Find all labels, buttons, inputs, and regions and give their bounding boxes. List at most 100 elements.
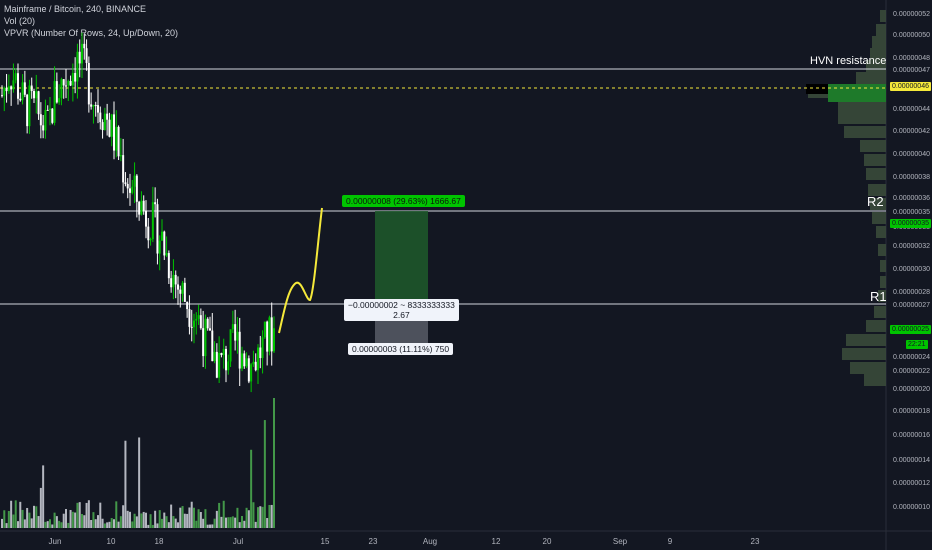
volume-bar xyxy=(209,524,211,528)
volume-bar xyxy=(131,521,134,528)
candle-body xyxy=(222,348,225,356)
price-tick-label: 0.00000036 xyxy=(893,195,930,202)
price-tick-label: 0.00000052 xyxy=(893,11,930,18)
volume-bar xyxy=(238,522,241,528)
candle-body xyxy=(26,94,29,127)
vpvr-poc-row xyxy=(828,84,886,102)
r2-target-tag: 0.00000035 xyxy=(890,219,931,228)
candle-body xyxy=(1,95,3,97)
volume-bar xyxy=(174,518,177,528)
volume-bar xyxy=(215,510,218,528)
candle-body xyxy=(99,112,102,123)
vpvr-row xyxy=(838,112,886,124)
candle-body xyxy=(163,231,166,256)
vpvr-row xyxy=(868,184,886,196)
candle-body xyxy=(7,86,10,92)
candle-body xyxy=(170,278,173,288)
vpvr-row xyxy=(872,212,886,224)
price-tick-label: 0.00000042 xyxy=(893,128,930,135)
vpvr-row xyxy=(838,100,886,112)
candle-body xyxy=(44,109,47,131)
r2-label[interactable]: R2 xyxy=(867,194,884,209)
candle-body xyxy=(238,331,241,369)
volume-bar xyxy=(190,501,193,528)
candle-body xyxy=(12,80,15,90)
volume-bar xyxy=(257,507,259,528)
volume-bar xyxy=(204,509,207,528)
volume-bar xyxy=(270,504,273,528)
candle-body xyxy=(202,328,205,357)
price-tick-label: 0.00000018 xyxy=(893,408,930,415)
volume-bar xyxy=(90,519,93,528)
candle-body xyxy=(225,348,227,371)
candle-body xyxy=(69,80,72,86)
volume-legend[interactable]: Vol (20) xyxy=(4,16,36,26)
candle-body xyxy=(227,361,230,371)
volume-bar xyxy=(119,516,122,528)
volume-bar xyxy=(145,512,147,528)
price-tick-label: 0.00000028 xyxy=(893,289,930,296)
candle-body xyxy=(103,113,106,131)
volume-bar xyxy=(133,513,136,528)
price-tick-label: 0.00000040 xyxy=(893,151,930,158)
candle-body xyxy=(183,282,186,302)
profit-target-box[interactable]: 0.00000008 (29.63%) 1666.67 xyxy=(342,195,465,207)
profit-zone[interactable] xyxy=(375,211,428,304)
r1-label[interactable]: R1 xyxy=(870,289,887,304)
candle-body xyxy=(85,48,88,63)
volume-bar xyxy=(12,514,15,528)
symbol-legend[interactable]: Mainframe / Bitcoin, 240, BINANCE xyxy=(4,4,147,14)
volume-bar xyxy=(10,500,13,528)
vpvr-row xyxy=(856,72,886,84)
volume-bar xyxy=(14,500,17,528)
countdown-tag: 22:21 xyxy=(906,340,928,349)
vpvr-legend[interactable]: VPVR (Number Of Rows, 24, Up/Down, 20) xyxy=(4,28,179,38)
candle-body xyxy=(78,51,81,64)
candle-body xyxy=(124,182,127,184)
candle-body xyxy=(58,98,61,103)
candle-body xyxy=(62,79,65,86)
price-tick-label: 0.00000010 xyxy=(893,504,930,511)
stop-loss-box[interactable]: 0.00000003 (11.11%) 750 xyxy=(348,343,454,355)
volume-bar xyxy=(17,521,19,528)
volume-bar xyxy=(67,522,70,528)
candle-body xyxy=(147,226,150,241)
volume-bar xyxy=(154,510,157,528)
volume-bar xyxy=(211,524,214,528)
price-tick-label: 0.00000048 xyxy=(893,55,930,62)
volume-bar xyxy=(177,522,179,528)
candle-body xyxy=(211,330,214,362)
risk-reward-box[interactable]: −0.00000002 ~ 8333333333 2.67 xyxy=(344,299,459,321)
candle-body xyxy=(186,301,189,310)
volume-bar xyxy=(117,521,120,528)
volume-bar xyxy=(245,507,248,528)
candle-body xyxy=(117,126,120,157)
projection-path[interactable] xyxy=(278,207,323,334)
candle-body xyxy=(60,79,63,99)
candle-body xyxy=(250,364,253,382)
volume-bar xyxy=(108,521,111,528)
candle-body xyxy=(33,91,35,99)
candle-body xyxy=(229,329,232,362)
volume-bar xyxy=(101,518,104,528)
hvn-resistance-label[interactable]: HVN resistance xyxy=(810,55,887,67)
vpvr-row xyxy=(876,226,886,238)
candle-body xyxy=(263,321,266,338)
time-axis[interactable]: Jun 10 18 Jul 15 23 Aug 12 20 Sep 9 23 xyxy=(49,537,760,546)
volume-bar xyxy=(227,517,230,528)
volume-bar xyxy=(165,516,168,528)
volume-bar xyxy=(254,521,257,528)
vpvr-row xyxy=(880,260,886,272)
candle-body xyxy=(273,328,275,352)
volume-bar xyxy=(188,507,191,528)
vpvr-row xyxy=(866,320,886,332)
volume-bar xyxy=(129,511,131,528)
time-tick-label: 18 xyxy=(155,537,164,546)
candle-body xyxy=(71,73,74,86)
candle-body xyxy=(17,73,19,99)
vpvr-row xyxy=(850,362,886,374)
volume-bar xyxy=(33,505,35,528)
volume-bar xyxy=(195,520,198,528)
candle-body xyxy=(97,105,99,113)
